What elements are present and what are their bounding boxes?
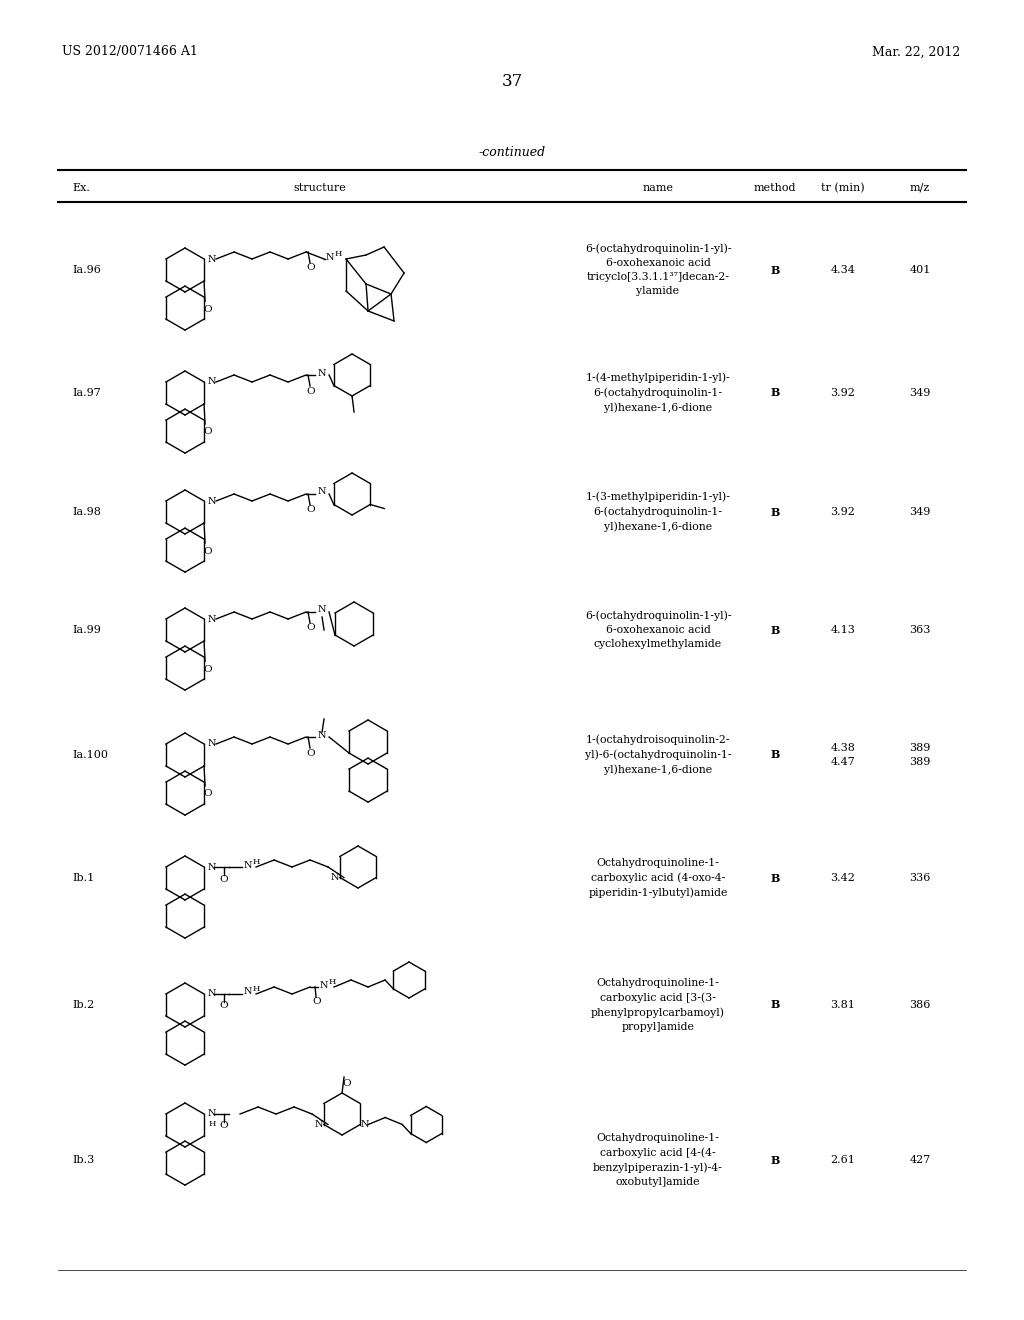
Text: B: B (770, 999, 779, 1011)
Text: O: O (220, 874, 228, 883)
Text: -continued: -continued (478, 145, 546, 158)
Text: Ia.96: Ia.96 (72, 265, 101, 275)
Text: 4.34: 4.34 (830, 265, 855, 275)
Text: Octahydroquinoline-1-
carboxylic acid [4-(4-
benzylpiperazin-1-yl)-4-
oxobutyl]a: Octahydroquinoline-1- carboxylic acid [4… (593, 1133, 723, 1187)
Text: 386: 386 (909, 1001, 931, 1010)
Text: B: B (770, 1155, 779, 1166)
Text: N: N (208, 615, 216, 623)
Text: N: N (319, 981, 329, 990)
Text: 3.92: 3.92 (830, 507, 855, 517)
Text: Ia.97: Ia.97 (72, 388, 100, 399)
Text: H: H (329, 978, 336, 986)
Text: O: O (307, 748, 315, 758)
Text: O: O (220, 1122, 228, 1130)
Text: Ia.100: Ia.100 (72, 750, 108, 760)
Text: O: O (204, 305, 212, 314)
Text: N: N (326, 252, 334, 261)
Text: B: B (770, 264, 779, 276)
Text: Ia.98: Ia.98 (72, 507, 101, 517)
Text: O: O (343, 1078, 351, 1088)
Text: N: N (317, 368, 327, 378)
Text: 336: 336 (909, 873, 931, 883)
Text: O: O (307, 623, 315, 632)
Text: US 2012/0071466 A1: US 2012/0071466 A1 (62, 45, 198, 58)
Text: H: H (335, 249, 342, 257)
Text: m/z: m/z (910, 183, 930, 193)
Text: N: N (208, 378, 216, 387)
Text: 3.92: 3.92 (830, 388, 855, 399)
Text: H: H (208, 1119, 215, 1129)
Text: H: H (252, 985, 260, 993)
Text: N: N (208, 862, 216, 871)
Text: 349: 349 (909, 388, 931, 399)
Text: O: O (204, 428, 212, 437)
Text: N: N (208, 739, 216, 748)
Text: 6-(octahydroquinolin-1-yl)-
6-oxohexanoic acid
tricyclo[3.3.1.1³⁷]decan-2-
ylami: 6-(octahydroquinolin-1-yl)- 6-oxohexanoi… (585, 244, 731, 296)
Text: N: N (244, 987, 252, 997)
Text: O: O (307, 506, 315, 515)
Text: Ia.99: Ia.99 (72, 624, 101, 635)
Text: 2.61: 2.61 (830, 1155, 855, 1166)
Text: N: N (208, 496, 216, 506)
Text: B: B (770, 388, 779, 399)
Text: Mar. 22, 2012: Mar. 22, 2012 (871, 45, 961, 58)
Text: N: N (317, 606, 327, 615)
Text: B: B (770, 507, 779, 517)
Text: O: O (204, 664, 212, 673)
Text: N: N (331, 873, 339, 882)
Text: O: O (204, 789, 212, 799)
Text: Ib.3: Ib.3 (72, 1155, 94, 1166)
Text: 6-(octahydroquinolin-1-yl)-
6-oxohexanoic acid
cyclohexylmethylamide: 6-(octahydroquinolin-1-yl)- 6-oxohexanoi… (585, 611, 731, 649)
Text: Octahydroquinoline-1-
carboxylic acid (4-oxo-4-
piperidin-1-ylbutyl)amide: Octahydroquinoline-1- carboxylic acid (4… (589, 858, 728, 898)
Text: 389
389: 389 389 (909, 743, 931, 767)
Text: Ib.1: Ib.1 (72, 873, 94, 883)
Text: name: name (642, 183, 674, 193)
Text: O: O (312, 997, 322, 1006)
Text: Octahydroquinoline-1-
carboxylic acid [3-(3-
phenylpropylcarbamoyl)
propyl]amide: Octahydroquinoline-1- carboxylic acid [3… (591, 978, 725, 1032)
Text: O: O (220, 1002, 228, 1011)
Text: N: N (208, 255, 216, 264)
Text: O: O (204, 546, 212, 556)
Text: tr (min): tr (min) (821, 183, 865, 193)
Text: Ib.2: Ib.2 (72, 1001, 94, 1010)
Text: O: O (307, 387, 315, 396)
Text: 401: 401 (909, 265, 931, 275)
Text: B: B (770, 750, 779, 760)
Text: N: N (208, 1110, 216, 1118)
Text: N: N (314, 1119, 324, 1129)
Text: 349: 349 (909, 507, 931, 517)
Text: N: N (361, 1119, 370, 1129)
Text: 363: 363 (909, 624, 931, 635)
Text: 1-(3-methylpiperidin-1-yl)-
6-(octahydroquinolin-1-
yl)hexane-1,6-dione: 1-(3-methylpiperidin-1-yl)- 6-(octahydro… (586, 492, 730, 532)
Text: N: N (208, 990, 216, 998)
Text: 4.38
4.47: 4.38 4.47 (830, 743, 855, 767)
Text: 4.13: 4.13 (830, 624, 855, 635)
Text: H: H (252, 858, 260, 866)
Text: Ex.: Ex. (72, 183, 90, 193)
Text: N: N (317, 730, 327, 739)
Text: 3.81: 3.81 (830, 1001, 855, 1010)
Text: B: B (770, 873, 779, 883)
Text: N: N (317, 487, 327, 496)
Text: B: B (770, 624, 779, 635)
Text: 427: 427 (909, 1155, 931, 1166)
Text: 1-(octahydroisoquinolin-2-
yl)-6-(octahydroquinolin-1-
yl)hexane-1,6-dione: 1-(octahydroisoquinolin-2- yl)-6-(octahy… (585, 735, 731, 775)
Text: 1-(4-methylpiperidin-1-yl)-
6-(octahydroquinolin-1-
yl)hexane-1,6-dione: 1-(4-methylpiperidin-1-yl)- 6-(octahydro… (586, 372, 730, 413)
Text: method: method (754, 183, 797, 193)
Text: O: O (307, 264, 315, 272)
Text: 37: 37 (502, 74, 522, 91)
Text: structure: structure (294, 183, 346, 193)
Text: N: N (244, 861, 252, 870)
Text: 3.42: 3.42 (830, 873, 855, 883)
